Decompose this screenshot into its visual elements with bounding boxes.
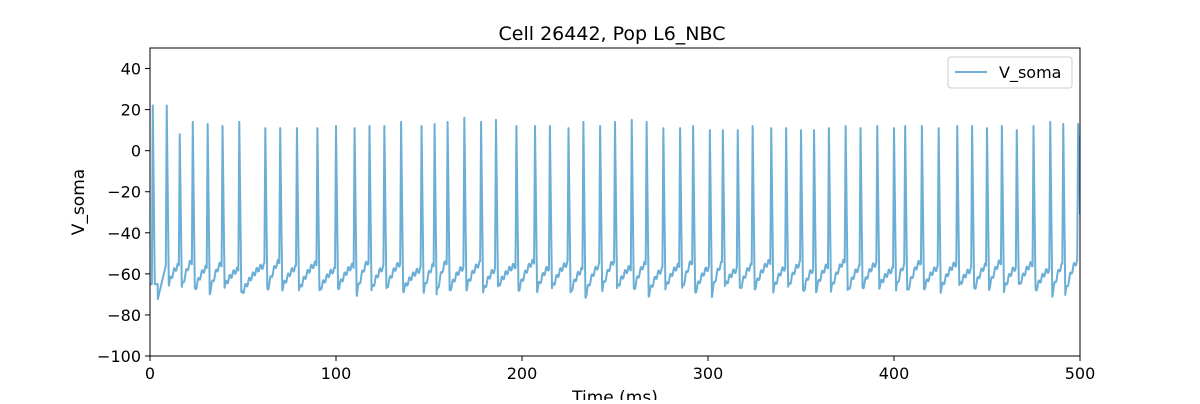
y-tick-label: −60: [107, 265, 141, 284]
x-tick-label: 200: [507, 364, 538, 383]
legend-label-v-soma: V_soma: [999, 63, 1061, 83]
x-tick-label: 0: [145, 364, 155, 383]
series-line-v-soma: [150, 104, 1080, 301]
y-tick-label: 40: [121, 60, 141, 79]
plot-area: [150, 104, 1080, 301]
x-tick-label: 500: [1065, 364, 1096, 383]
legend-box: [947, 56, 1073, 89]
y-tick-label: 0: [131, 142, 141, 161]
y-axis: −100 −80 −60 −40 −20 0 20 40: [97, 60, 150, 366]
legend: V_soma: [947, 56, 1073, 89]
x-tick-label: 400: [879, 364, 910, 383]
x-tick-label: 300: [693, 364, 724, 383]
x-axis: 0 100 200 300 400 500: [145, 356, 1095, 383]
chart-title: Cell 26442, Pop L6_NBC: [499, 23, 726, 45]
y-axis-label: V_soma: [69, 169, 89, 235]
axes-frame: [149, 47, 1081, 357]
y-tick-label: 20: [121, 101, 141, 120]
y-tick-label: −40: [107, 224, 141, 243]
x-axis-label: Time (ms): [571, 388, 658, 400]
x-tick-label: 100: [321, 364, 352, 383]
y-tick-label: −20: [107, 183, 141, 202]
y-tick-label: −80: [107, 306, 141, 325]
y-tick-label: −100: [97, 347, 141, 366]
